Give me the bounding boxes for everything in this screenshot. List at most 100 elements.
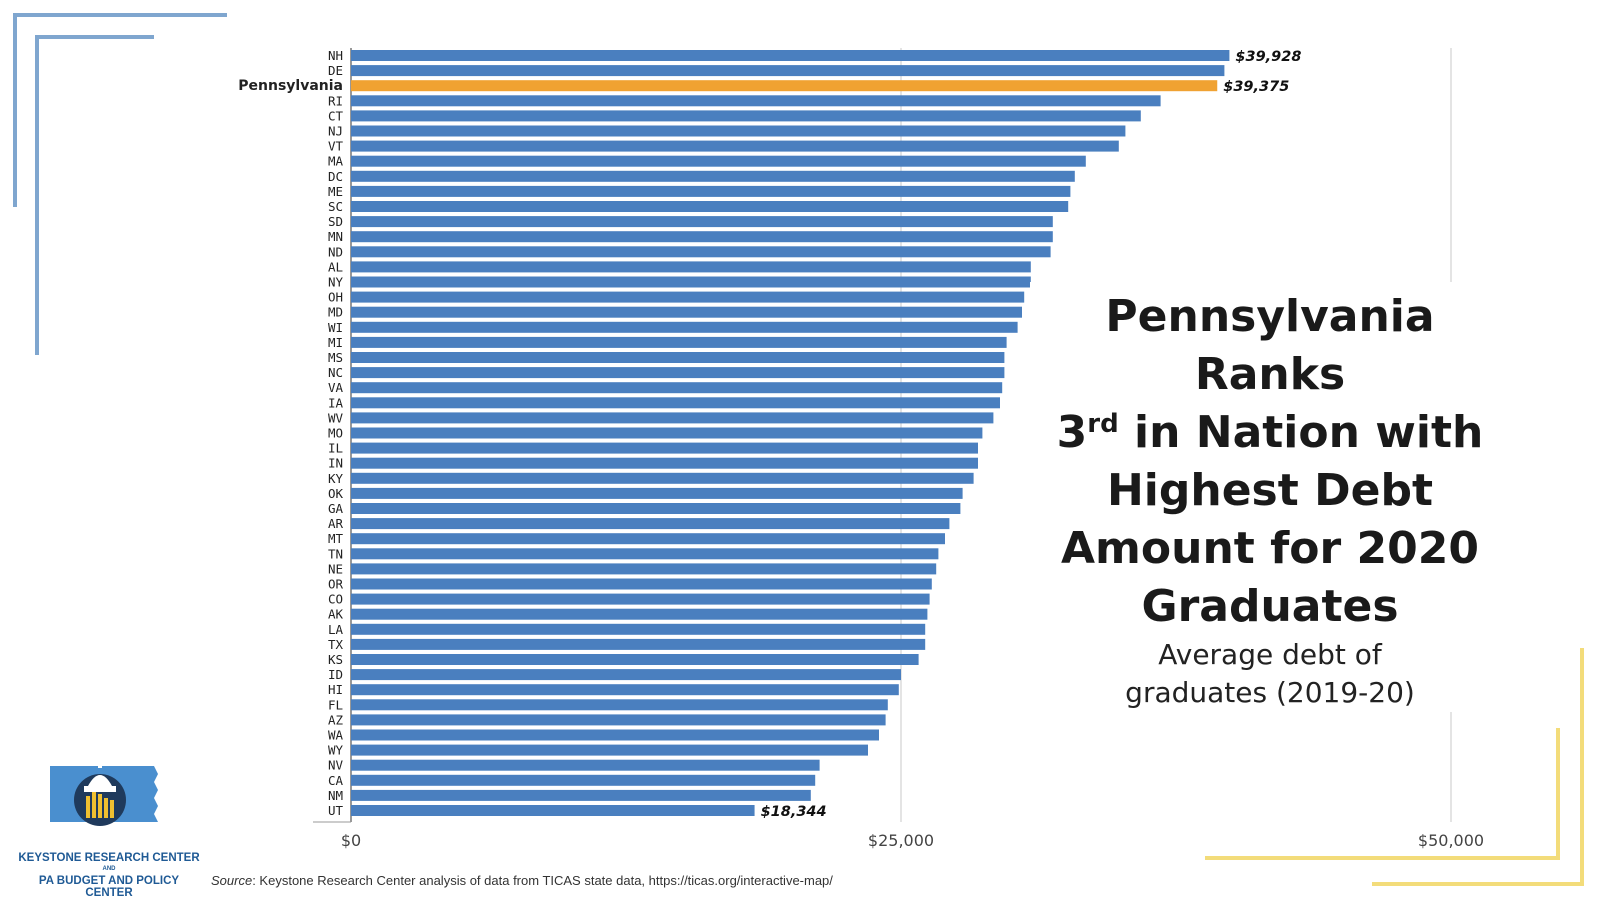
bar-va <box>351 382 1003 394</box>
category-label-or: OR <box>328 577 344 592</box>
chart-subtitle: Average debt of graduates (2019-20) <box>1070 636 1470 712</box>
x-tick-label-25000: $25,000 <box>868 831 934 850</box>
bar-sd <box>351 216 1053 228</box>
category-label-ma: MA <box>328 154 344 169</box>
source-text: : Keystone Research Center analysis of d… <box>252 873 833 888</box>
subtitle-line-1: Average debt of <box>1158 638 1382 671</box>
category-label-nc: NC <box>328 365 343 380</box>
category-label-ga: GA <box>328 501 344 516</box>
bar-ca <box>351 774 816 786</box>
category-label-oh: OH <box>328 290 343 305</box>
category-label-ky: KY <box>328 471 344 486</box>
bar-mi <box>351 336 1007 348</box>
bar-ct <box>351 110 1141 122</box>
bar-az <box>351 714 886 726</box>
category-label-fl: FL <box>328 697 343 712</box>
title-rank-suffix: rd <box>1087 409 1119 439</box>
bar-la <box>351 623 926 635</box>
category-label-nv: NV <box>328 758 344 773</box>
bar-nc <box>351 367 1005 379</box>
bar-nd <box>351 246 1051 258</box>
category-label-mt: MT <box>328 531 344 546</box>
frame-line-yellow-inner-right <box>1556 728 1560 860</box>
bar-ne <box>351 563 937 575</box>
bar-oh <box>351 291 1025 303</box>
bar-ak <box>351 608 928 620</box>
bar-ny <box>351 276 1031 288</box>
category-label-wi: WI <box>328 320 343 335</box>
category-label-az: AZ <box>328 712 344 727</box>
title-line-4: Amount for 2020 <box>1061 523 1479 574</box>
category-label-ak: AK <box>328 607 344 622</box>
bar-ky <box>351 472 974 484</box>
bar-nh <box>351 50 1230 61</box>
category-label-tn: TN <box>328 546 343 561</box>
x-axis-ticks: $0 $25,000 $50,000 <box>341 831 1484 850</box>
bar-vt <box>351 140 1119 152</box>
subtitle-line-2: graduates (2019-20) <box>1125 676 1415 709</box>
frame-line-blue-outer-left <box>13 13 17 207</box>
bar-mt <box>351 533 945 545</box>
category-label-nj: NJ <box>328 124 343 139</box>
category-label-hi: HI <box>328 682 343 697</box>
bar-tn <box>351 548 939 560</box>
bar-nm <box>351 789 811 801</box>
category-label-ca: CA <box>328 773 344 788</box>
bar-ga <box>351 503 961 514</box>
keystone-logo: KEYSTONE RESEARCH CENTER AND PA BUDGET A… <box>14 748 204 899</box>
frame-line-blue-outer-top <box>13 13 227 17</box>
category-label-nm: NM <box>328 788 343 803</box>
chart-title: Pennsylvania Ranks 3rd in Nation with Hi… <box>1030 282 1510 642</box>
category-label-ks: KS <box>328 652 343 667</box>
bar-al <box>351 261 1031 273</box>
bar-co <box>351 593 930 605</box>
category-label-vt: VT <box>328 139 344 154</box>
category-label-ut: UT <box>328 803 344 818</box>
category-label-ms: MS <box>328 350 343 365</box>
bar-nv <box>351 759 820 771</box>
bar-ut <box>351 805 755 816</box>
category-label-in: IN <box>328 456 343 471</box>
bar-ok <box>351 487 963 499</box>
data-label-ut: $18,344 <box>761 804 827 820</box>
category-label-il: IL <box>328 441 343 456</box>
category-label-pennsylvania: Pennsylvania <box>238 78 343 94</box>
category-label-ar: AR <box>328 516 344 531</box>
title-line-2: 3rd in Nation with <box>1030 404 1510 462</box>
bar-mn <box>351 231 1053 243</box>
bar-id <box>351 669 901 681</box>
category-label-al: AL <box>328 259 343 274</box>
category-label-me: ME <box>328 184 343 199</box>
category-label-mn: MN <box>328 229 343 244</box>
bar-ks <box>351 654 919 665</box>
category-label-wa: WA <box>328 728 344 743</box>
bar-nj <box>351 125 1126 137</box>
category-label-sd: SD <box>328 214 343 229</box>
category-label-sc: SC <box>328 199 343 214</box>
category-label-nd: ND <box>328 244 343 259</box>
bar-ms <box>351 352 1005 363</box>
data-labels: $39,928 $39,375 $18,344 <box>761 49 1302 820</box>
category-label-co: CO <box>328 592 343 607</box>
category-label-wy: WY <box>328 743 344 758</box>
bar-ar <box>351 518 950 530</box>
bar-or <box>351 578 932 590</box>
bar-wa <box>351 729 879 741</box>
frame-line-blue-inner-top <box>35 35 154 39</box>
bar-wy <box>351 744 868 756</box>
bar-in <box>351 457 978 469</box>
category-labels: NHDEPennsylvaniaRICTNJVTMADCMESCSDMNNDAL… <box>238 48 343 818</box>
category-label-md: MD <box>328 305 343 320</box>
category-label-nh: NH <box>328 48 343 63</box>
category-label-ne: NE <box>328 561 343 576</box>
source-note: Source: Keystone Research Center analysi… <box>211 873 833 888</box>
title-rank-rest: in Nation with <box>1118 407 1484 458</box>
category-label-dc: DC <box>328 169 343 184</box>
bar-fl <box>351 699 888 711</box>
bar-ia <box>351 397 1000 409</box>
bar-mo <box>351 427 983 439</box>
bar-hi <box>351 684 899 696</box>
frame-line-blue-inner-left <box>35 35 39 355</box>
title-rank-number: 3 <box>1056 407 1088 458</box>
